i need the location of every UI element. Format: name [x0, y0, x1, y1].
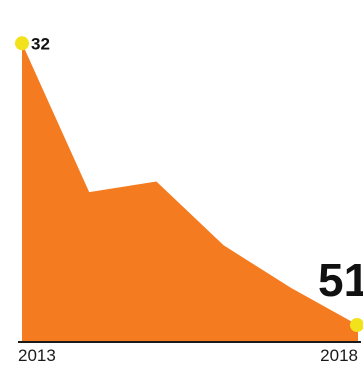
start-point-marker [15, 36, 29, 51]
x-tick-label-2018: 2018 [320, 346, 358, 365]
end-value-label: 51 [318, 254, 363, 306]
start-value-label: 32 [31, 34, 50, 53]
area-series [22, 43, 358, 342]
end-point-marker [350, 318, 363, 333]
x-tick-label-2013: 2013 [18, 346, 56, 365]
